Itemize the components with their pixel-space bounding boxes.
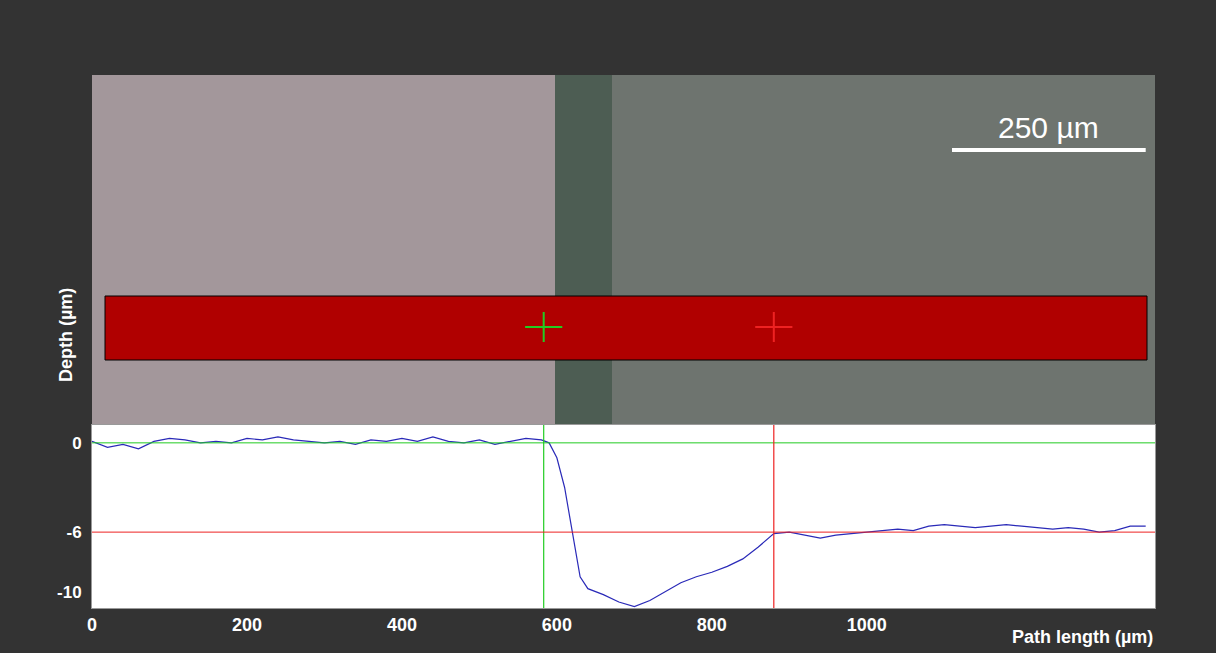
svg-text:0: 0	[72, 434, 81, 453]
svg-text:400: 400	[387, 615, 417, 635]
svg-text:600: 600	[542, 615, 572, 635]
svg-text:-6: -6	[66, 523, 81, 542]
svg-text:250 µm: 250 µm	[998, 111, 1099, 144]
svg-text:Depth (µm): Depth (µm)	[56, 288, 76, 382]
svg-text:200: 200	[232, 615, 262, 635]
svg-text:1000: 1000	[847, 615, 887, 635]
svg-text:0: 0	[87, 615, 97, 635]
svg-text:800: 800	[697, 615, 727, 635]
svg-text:-10: -10	[57, 583, 82, 602]
svg-text:Path length (µm): Path length (µm)	[1012, 627, 1153, 647]
